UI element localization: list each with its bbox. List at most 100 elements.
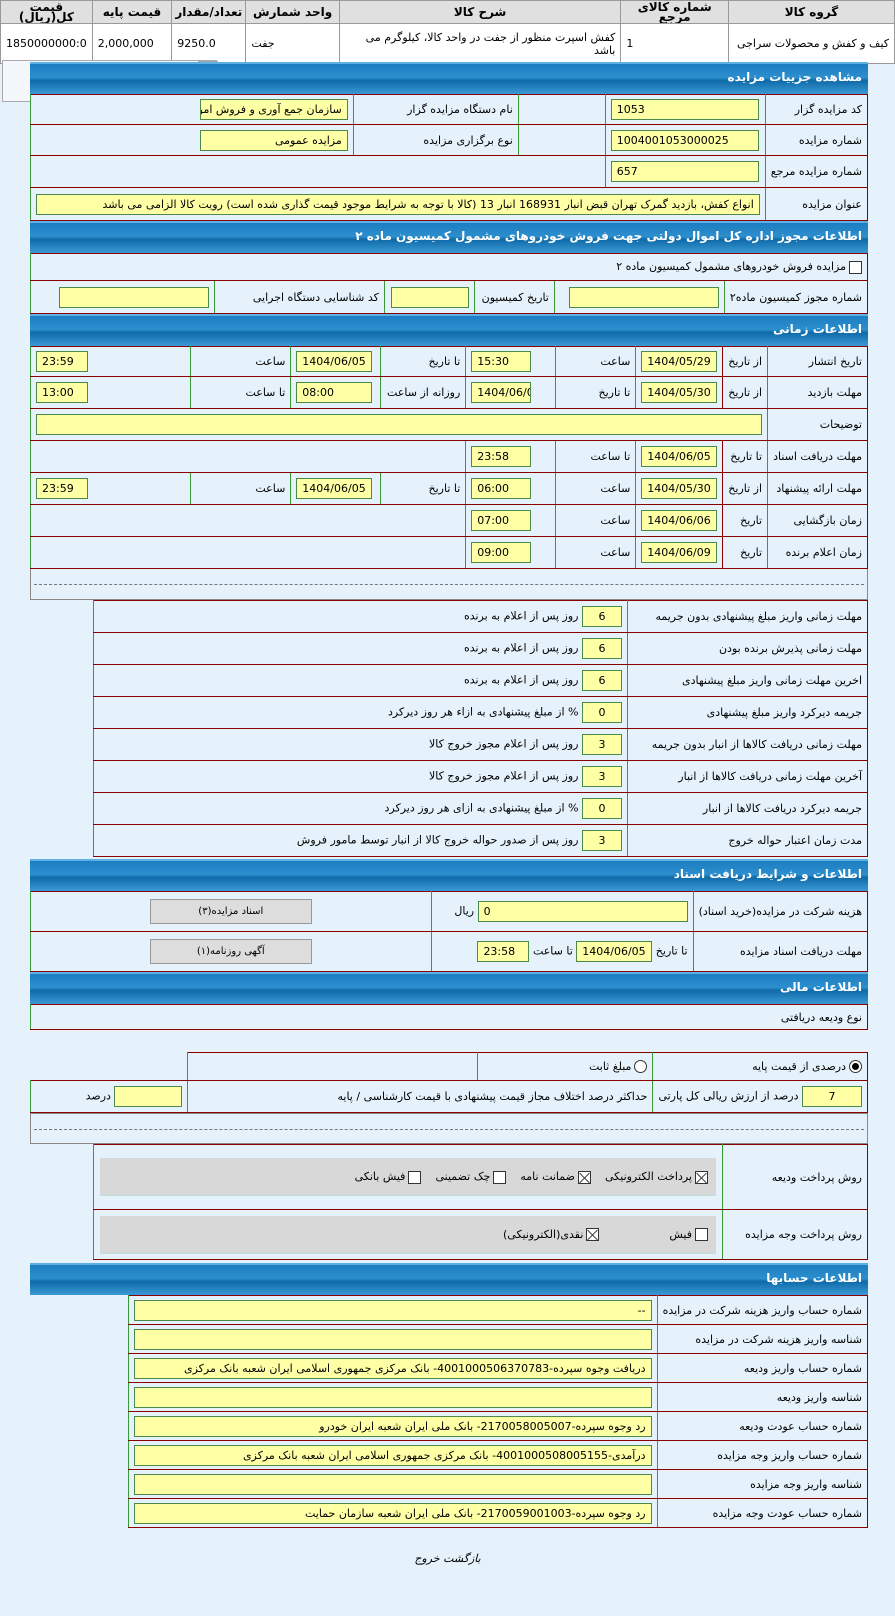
timing-row: تاریخ انتشار از تاریخ 1404/05/29 ساعت 15:30 ت…: [29, 346, 868, 377]
deadline-field[interactable]: 3: [582, 830, 622, 851]
main-panel: مشاهده جزییات مزایده کد مزایده گزار 1053 ن…: [29, 62, 869, 1528]
account-field[interactable]: درآمدی-4001000508005155- بانک مرکزی جمهو…: [134, 1444, 652, 1466]
fee-field[interactable]: 0: [477, 901, 688, 922]
time-field[interactable]: 06:00: [471, 478, 532, 499]
deadline-row: اخرین مهلت زمانی واریز مبلغ پیشنهادی 6 رو…: [93, 664, 868, 697]
time-field[interactable]: 1404/06/05: [641, 446, 718, 467]
documents-table: هزینه شرکت در مزایده(خرید اسناد) 0 ریال اس…: [30, 891, 869, 972]
table-cell: 9250.0: [171, 23, 247, 64]
column-header: واحد شمارش: [245, 0, 340, 24]
checkbox[interactable]: [578, 1170, 591, 1184]
section-header-commission: اطلاعات مجوز اداره کل اموال دولتی جهت فر…: [30, 221, 868, 253]
section-header-accounts: اطلاعات حسابها: [30, 1263, 868, 1295]
auction-number-field[interactable]: 1004001053000025: [610, 129, 759, 151]
deadline-field[interactable]: 3: [582, 766, 622, 787]
payment-option[interactable]: چک تضمینی: [435, 1170, 507, 1184]
timing-row: زمان اعلام برنده تاریخ 1404/06/09 ساعت 09:00: [29, 536, 868, 569]
payment-option[interactable]: فیش بانکی: [355, 1170, 422, 1184]
time-field[interactable]: 08:00: [296, 382, 373, 403]
checkbox[interactable]: [408, 1170, 422, 1184]
items-table: گروه کالا شماره کالای مرجع شرح کالا واحد شم…: [0, 0, 895, 64]
divider: [30, 1113, 868, 1144]
time-field[interactable]: 09:00: [471, 542, 532, 563]
deadline-field[interactable]: 0: [582, 702, 622, 723]
checkbox[interactable]: [695, 1170, 708, 1184]
doc-date-field[interactable]: 1404/06/05: [576, 941, 653, 962]
permit-number-field[interactable]: [568, 286, 719, 308]
payment-option[interactable]: فیش: [669, 1228, 708, 1241]
column-header: شرح کالا: [338, 0, 622, 24]
time-field[interactable]: 1404/05/29: [641, 351, 718, 372]
timing-row: مهلت ارائه پیشنهاد از تاریخ 1404/05/30 ساعت…: [29, 472, 868, 505]
description-field[interactable]: [36, 414, 763, 435]
time-field[interactable]: 23:58: [471, 446, 532, 467]
auction-type-field[interactable]: مزایده عمومی: [199, 129, 348, 151]
section-header-documents: اطلاعات و شرایط دریافت اسناد: [30, 859, 868, 891]
newspaper-ad-button[interactable]: آگهی روزنامه(۱): [149, 939, 312, 964]
checkbox[interactable]: [586, 1228, 600, 1241]
exit-link[interactable]: خروج: [414, 1552, 440, 1565]
account-field[interactable]: [134, 1386, 652, 1408]
timing-row: مهلت بازدید از تاریخ 1404/05/30 تا تاریخ 140…: [29, 376, 868, 409]
payment-option[interactable]: پرداخت الکترونیکی: [605, 1170, 708, 1184]
deadline-field[interactable]: 3: [582, 734, 622, 755]
deadline-row: مهلت زمانی پذیرش برنده بودن 6 روز پس از ا…: [93, 632, 868, 665]
subject-field[interactable]: انواع کفش، بازدید گمرک تهران قبض انبار 1…: [36, 193, 760, 215]
auction-code-field[interactable]: 1053: [610, 99, 759, 120]
account-field[interactable]: --: [134, 1299, 652, 1321]
time-field[interactable]: 1404/06/05: [296, 351, 373, 372]
commission-checkbox[interactable]: [849, 260, 862, 274]
section-header-timing: اطلاعات زمانی: [30, 314, 868, 346]
organizer-field[interactable]: سازمان جمع آوری و فروش اموال تملیکی: [199, 99, 348, 120]
table-cell: 2,000,000: [91, 23, 173, 64]
time-field[interactable]: 23:59: [36, 351, 88, 372]
time-field[interactable]: 1404/06/09: [641, 542, 718, 563]
fixed-radio[interactable]: [634, 1060, 648, 1074]
payment-option[interactable]: نقدی(الکترونیکی): [503, 1228, 600, 1241]
exec-code-field[interactable]: [58, 286, 209, 308]
doc-time-field[interactable]: 23:58: [477, 941, 530, 962]
reference-number-field[interactable]: 657: [610, 161, 759, 182]
commission-date-field[interactable]: [390, 286, 469, 308]
max-diff-field[interactable]: [114, 1086, 183, 1107]
time-field[interactable]: 1404/06/05: [296, 478, 373, 499]
account-field[interactable]: [134, 1328, 652, 1350]
checkbox[interactable]: [493, 1170, 507, 1184]
time-field[interactable]: 1404/05/30: [641, 382, 718, 403]
auction-documents-button[interactable]: اسناد مزایده(۳): [149, 899, 312, 924]
time-field[interactable]: 13:00: [36, 382, 88, 403]
deadline-field[interactable]: 6: [582, 606, 622, 627]
time-field[interactable]: 1404/06/06: [641, 510, 718, 531]
column-header: تعداد/مقدار: [171, 0, 247, 24]
deadline-row: مهلت زمانی واریز مبلغ پیشنهادی بدون جریم…: [93, 600, 868, 633]
percent-field[interactable]: 7: [802, 1086, 862, 1107]
financial-table: نوع ودیعه دریافتی درصدی از قیمت پایه مبلغ…: [29, 1004, 868, 1113]
payment-option[interactable]: ضمانت نامه: [520, 1170, 591, 1184]
table-cell: 1: [620, 23, 729, 64]
account-row: شناسه واریز وجه مزایده: [128, 1469, 869, 1499]
time-field[interactable]: 15:30: [471, 351, 532, 372]
account-field[interactable]: رد وجوه سپرده-2170058005007- بانک ملی ای…: [134, 1415, 652, 1437]
time-field[interactable]: 1404/05/30: [641, 478, 718, 499]
account-row: شماره حساب عودت وجه مزایده رد وجوه سپرده-…: [128, 1498, 869, 1528]
deadline-row: مهلت زمانی دریافت کالاها از انبار بدون ج…: [93, 728, 868, 761]
checkbox[interactable]: [695, 1228, 708, 1241]
time-field[interactable]: 23:59: [36, 478, 88, 499]
time-field[interactable]: 07:00: [471, 510, 532, 531]
account-field[interactable]: رد وجوه سپرده-2170059001003- بانک ملی ای…: [134, 1502, 652, 1524]
account-field[interactable]: دریافت وجوه سپرده-4001000506370783- بانک…: [134, 1357, 652, 1379]
details-table: کد مزایده گزار 1053 نام دستگاه مزایده گزار…: [30, 94, 869, 221]
deadline-field[interactable]: 0: [582, 798, 622, 819]
percent-radio[interactable]: [849, 1060, 862, 1074]
table-cell: 1850000000:0: [0, 23, 93, 64]
account-field[interactable]: [134, 1473, 652, 1495]
deadline-row: جریمه دیرکرد دریافت کالاها از انبار 0 % ا…: [93, 792, 868, 825]
time-field[interactable]: 1404/06/05: [471, 382, 532, 403]
table-cell: کیف و کفش و محصولات سراجی: [727, 23, 895, 64]
back-link[interactable]: بازگشت: [443, 1552, 481, 1565]
deadline-field[interactable]: 6: [582, 670, 622, 691]
column-header: شماره کالای مرجع: [620, 0, 729, 24]
deadline-row: جریمه دیرکرد واریز مبلغ پیشنهادی 0 % از م…: [93, 696, 868, 729]
deadline-field[interactable]: 6: [582, 638, 622, 659]
table-cell: جفت: [245, 23, 340, 64]
